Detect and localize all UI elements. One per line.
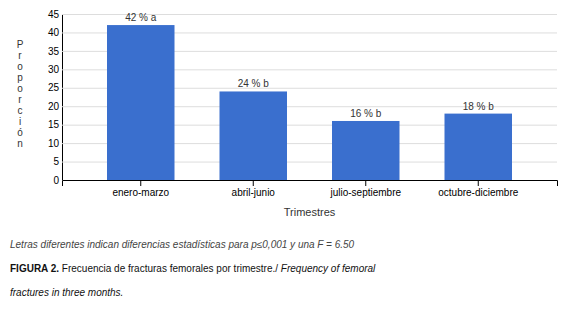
bar bbox=[445, 114, 513, 180]
x-tick: julio-septiembre bbox=[329, 180, 401, 198]
caption: Letras diferentes indican diferencias es… bbox=[10, 239, 355, 250]
tick-mark bbox=[253, 180, 254, 186]
y-tick-label: 25 bbox=[48, 82, 60, 93]
caption-part: FIGURA 2. bbox=[10, 263, 59, 274]
bar bbox=[107, 25, 175, 180]
y-tick-label: 0 bbox=[53, 175, 59, 186]
y-tick-label: 10 bbox=[48, 138, 60, 149]
chart: 0 5 10 15 20 25 30 35 40 45 enero-marzo abril-junio… bbox=[0, 0, 572, 321]
x-axis-line bbox=[63, 181, 558, 187]
y-axis-title: Proporción bbox=[17, 39, 24, 149]
tick-mark bbox=[140, 180, 141, 186]
y-axis-line bbox=[63, 15, 558, 181]
x-tick: octubre-diciembre bbox=[438, 180, 518, 198]
data-label: 18 % b bbox=[463, 101, 495, 112]
data-label: 42 % a bbox=[125, 12, 157, 23]
plot: 0 5 10 15 20 25 30 35 40 45 enero-marzo abril-junio… bbox=[17, 9, 558, 218]
x-tick: abril-junio bbox=[232, 180, 276, 198]
caption: fractures in three months. bbox=[10, 287, 123, 298]
y-tick-label: 15 bbox=[48, 119, 60, 130]
y-tick-label: 20 bbox=[48, 101, 60, 112]
x-axis: enero-marzo abril-junio julio-septiembre oc… bbox=[63, 180, 558, 198]
data-labels: 42 % a 24 % b 16 % b 18 % b bbox=[125, 12, 494, 119]
x-tick-label: julio-septiembre bbox=[329, 187, 401, 198]
bar bbox=[332, 121, 400, 180]
x-axis-title: Trimestres bbox=[284, 206, 336, 218]
y-tick-label: 35 bbox=[48, 46, 60, 57]
data-label: 16 % b bbox=[350, 108, 382, 119]
y-tick-label: 30 bbox=[48, 64, 60, 75]
x-tick-label: enero-marzo bbox=[112, 187, 169, 198]
x-tick-label: abril-junio bbox=[232, 187, 276, 198]
y-tick-label: 45 bbox=[48, 9, 60, 20]
x-tick: enero-marzo bbox=[112, 180, 169, 198]
caption-part: Frequency of femoral bbox=[281, 263, 376, 274]
data-label: 24 % b bbox=[238, 78, 270, 89]
y-tick-label: 40 bbox=[48, 27, 60, 38]
x-tick-label: octubre-diciembre bbox=[438, 187, 518, 198]
caption-part: Frecuencia de fracturas femorales por tr… bbox=[59, 263, 281, 274]
bar bbox=[220, 91, 288, 180]
y-tick-label: 5 bbox=[53, 156, 59, 167]
tick-mark bbox=[478, 180, 479, 186]
caption: FIGURA 2. Frecuencia de fracturas femora… bbox=[10, 263, 376, 274]
y-axis: 0 5 10 15 20 25 30 35 40 45 bbox=[48, 9, 557, 186]
bars bbox=[107, 25, 512, 180]
tick-mark bbox=[365, 180, 366, 186]
